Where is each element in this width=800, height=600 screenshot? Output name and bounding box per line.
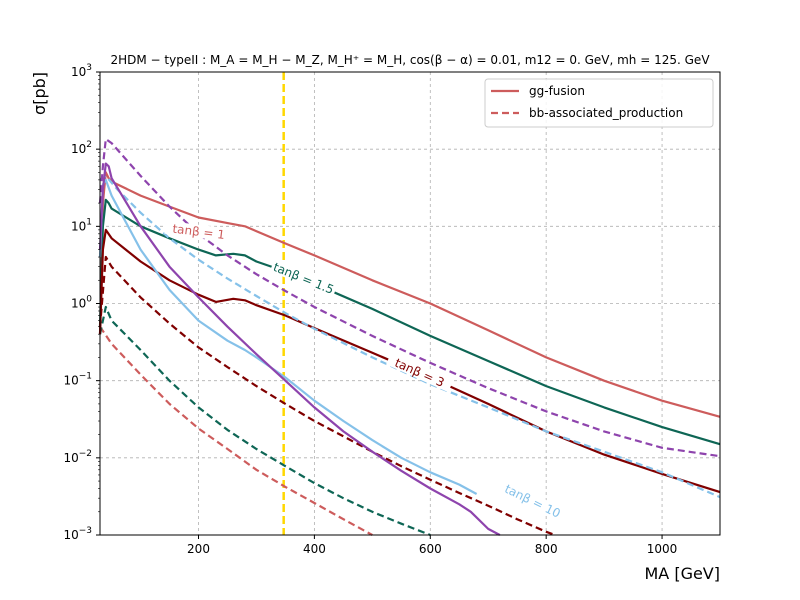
- x-tick-label: 1000: [647, 542, 678, 556]
- legend-box: [484, 78, 714, 128]
- x-tick-label: 400: [303, 542, 326, 556]
- curve-label-background: [164, 220, 234, 242]
- series-line-6: [98, 178, 478, 495]
- series-line-2: [98, 198, 721, 446]
- y-tick-label: 101: [71, 217, 92, 233]
- legend-label: gg-fusion: [529, 84, 585, 98]
- x-tick-label: 800: [535, 542, 558, 556]
- y-tick-label: 10−1: [63, 372, 92, 388]
- ticks: 200 400 600 800 1000 10−3 10−2 10−1 100 101 102 103: [63, 63, 677, 556]
- x-tick-label: 200: [187, 542, 210, 556]
- x-axis-title: MA [GeV]: [644, 564, 720, 583]
- legend-label: bb-associated_production: [529, 106, 683, 120]
- curve-label-background: [269, 259, 338, 297]
- curve-label-group: tanβ = 1: [164, 220, 234, 242]
- curve-label-background: [386, 352, 454, 393]
- x-tick-label: 600: [419, 542, 442, 556]
- series-line-8: [98, 162, 501, 536]
- y-tick-label: 100: [71, 295, 92, 311]
- series-line-0: [98, 171, 721, 418]
- y-axis-title: σ[pb]: [30, 72, 49, 115]
- series-line-7: [99, 174, 721, 499]
- legend: gg-fusion bb-associated_production: [484, 78, 714, 128]
- y-tick-label: 10−3: [63, 526, 92, 542]
- curve-label-background: [499, 480, 567, 522]
- y-tick-label: 102: [71, 140, 92, 156]
- series-line-9: [98, 138, 721, 458]
- chart-title: 2HDM − typeII : M_A = M_H − M_Z, M_H⁺ = …: [110, 53, 710, 67]
- curve-label: tanβ = 1: [172, 222, 226, 242]
- series-line-1: [99, 326, 373, 536]
- y-tick-label: 103: [71, 63, 92, 79]
- series-layer: [98, 138, 721, 537]
- series-line-3: [98, 305, 431, 537]
- series-line-5: [98, 255, 556, 537]
- y-tick-label: 10−2: [63, 449, 92, 465]
